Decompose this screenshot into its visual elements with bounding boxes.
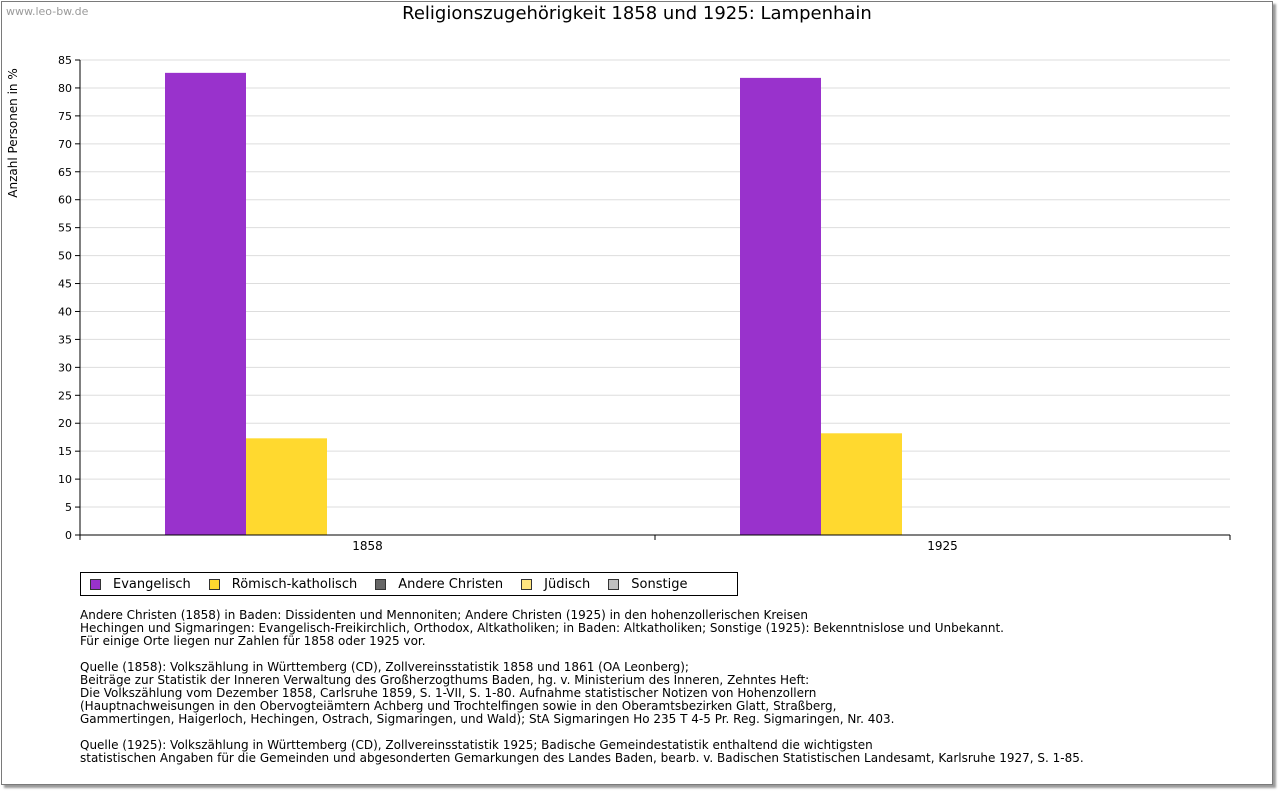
legend-label: Andere Christen [398,576,504,592]
note-line: Hechingen und Sigmaringen: Evangelisch-F… [80,621,1004,635]
footnotes: Andere Christen (1858) in Baden: Disside… [80,609,1260,765]
bar-chart: 0 5 10 15 20 25 30 35 40 45 50 55 60 65 70 75 80 85 1858 19… [6,54,1231,553]
axes: 0 5 10 15 20 25 30 35 40 45 50 55 60 65 70 75 80 85 1858 19… [58,54,1231,553]
legend-item: Römisch-katholisch [208,576,358,592]
y-tick-label: 55 [58,222,72,235]
y-axis-label: Anzahl Personen in % [6,68,20,198]
legend-item: Andere Christen [375,577,503,592]
bar-evangelisch-1925 [740,77,821,535]
bar-evangelisch-1858 [165,72,246,536]
y-tick-label: 85 [58,54,72,67]
legend-swatch [375,578,387,590]
legend-label: Sonstige [631,576,688,592]
x-tick-label: 1858 [352,539,383,553]
y-tick-label: 80 [58,82,72,95]
note-line: Quelle (1858): Volkszählung in Württembe… [80,660,689,674]
y-tick-label: 50 [58,250,72,263]
y-tick-label: 35 [58,333,72,346]
y-tick-label: 30 [58,361,72,374]
note-line: statistischen Angaben für die Gemeinden … [80,751,1084,765]
note-line: Gammertingen, Haigerloch, Hechingen, Ost… [80,712,895,726]
legend-swatch [208,578,220,590]
note-line: Die Volkszählung vom Dezember 1858, Carl… [80,686,817,700]
y-tick-label: 25 [58,389,72,402]
y-tick-label: 75 [58,110,72,123]
y-tick-label: 10 [58,473,72,486]
bar-r-misch-katholisch-1925 [821,433,902,535]
y-tick-label: 45 [58,278,72,291]
legend-swatch [608,578,620,590]
note-line: (Hauptnachweisungen in den Obervogteiämt… [80,699,837,713]
watermark: www.leo-bw.de [6,5,89,18]
y-tick-label: 65 [58,166,72,179]
legend-item: Evangelisch [90,577,191,592]
legend-swatch [521,578,533,590]
y-tick-label: 70 [58,138,72,151]
y-tick-label: 15 [58,445,72,458]
bar-r-misch-katholisch-1858 [246,438,327,535]
legend-label: Jüdisch [544,576,591,592]
note-line: Quelle (1925): Volkszählung in Württembe… [80,738,873,752]
legend: Evangelisch Römisch-katholisch Andere Chri… [80,572,738,596]
y-tick-label: 5 [65,501,72,514]
bars [165,72,902,536]
y-tick-label: 20 [58,417,72,430]
y-tick-label: 40 [58,305,72,318]
y-tick-label: 60 [58,194,72,207]
legend-item: Sonstige [608,577,687,592]
note-line: Für einige Orte liegen nur Zahlen für 18… [80,634,426,648]
note-line: Andere Christen (1858) in Baden: Disside… [80,608,808,622]
x-tick-label: 1925 [927,539,958,553]
legend-label: Römisch-katholisch [231,576,358,592]
note-line: Beiträge zur Statistik der Inneren Verwa… [80,673,810,687]
legend-swatch [90,578,101,590]
legend-item: Jüdisch [521,577,590,592]
y-tick-label: 0 [65,529,72,542]
chart-title: Religionszugehörigkeit 1858 und 1925: La… [402,3,872,24]
legend-label: Evangelisch [113,576,191,592]
grid-lines [80,59,1230,508]
